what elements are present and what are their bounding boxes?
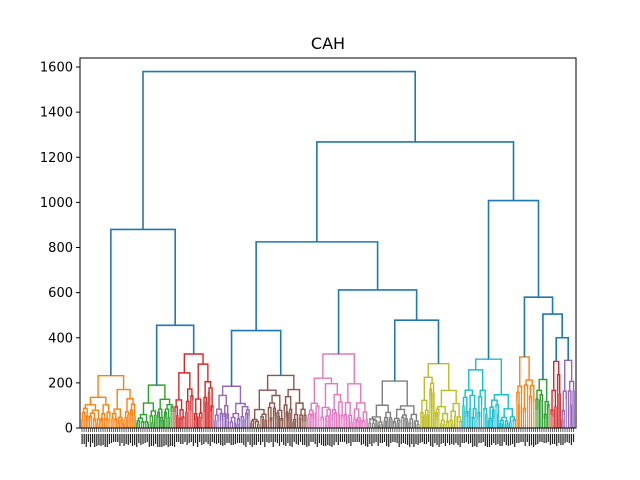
purple-cluster: [214, 385, 250, 428]
link-gray-olive-branch: [393, 319, 440, 382]
link-left-branch: [110, 228, 176, 376]
y-tick-label: 200: [48, 376, 73, 391]
leaf-labels: [81, 428, 575, 447]
y-axis: 0 200 400 600 800 1000 1200 1400 1600: [40, 61, 80, 437]
brown-cluster: [250, 374, 307, 428]
link-right-branch: [316, 141, 515, 242]
green-cluster: [136, 384, 174, 428]
orange2-cluster: [516, 356, 535, 428]
upper-links: [110, 70, 569, 387]
link-far-right-branch: [487, 199, 540, 360]
red2-cluster: [550, 360, 561, 428]
gray-cluster: [368, 380, 420, 428]
purple2-cluster: [561, 359, 575, 428]
link-middle-branch: [255, 241, 379, 331]
cyan-cluster: [462, 358, 516, 428]
y-tick-label: 1200: [40, 151, 73, 166]
red-cluster: [174, 353, 214, 428]
y-tick-label: 1000: [40, 196, 73, 211]
pink-cluster: [307, 353, 368, 428]
cluster-links: [81, 353, 575, 428]
y-tick-label: 600: [48, 286, 73, 301]
chart-title: CAH: [311, 34, 345, 53]
link-pink-olive-branch: [337, 289, 418, 354]
green2-cluster: [535, 378, 550, 428]
link-green-red-branch: [155, 324, 195, 386]
link-purple-brown-branch: [230, 329, 282, 387]
y-tick-label: 400: [48, 331, 73, 346]
y-tick-label: 1400: [40, 106, 73, 121]
olive-cluster: [420, 363, 463, 428]
link-red2-purple2: [555, 336, 569, 362]
link-root: [142, 70, 416, 230]
y-tick-label: 800: [48, 241, 73, 256]
y-tick-label: 1600: [40, 61, 73, 76]
y-tick-label: 0: [65, 422, 73, 437]
orange-cluster: [81, 374, 136, 428]
plot-frame: [79, 57, 577, 429]
link-small-clusters-branch: [523, 296, 554, 357]
